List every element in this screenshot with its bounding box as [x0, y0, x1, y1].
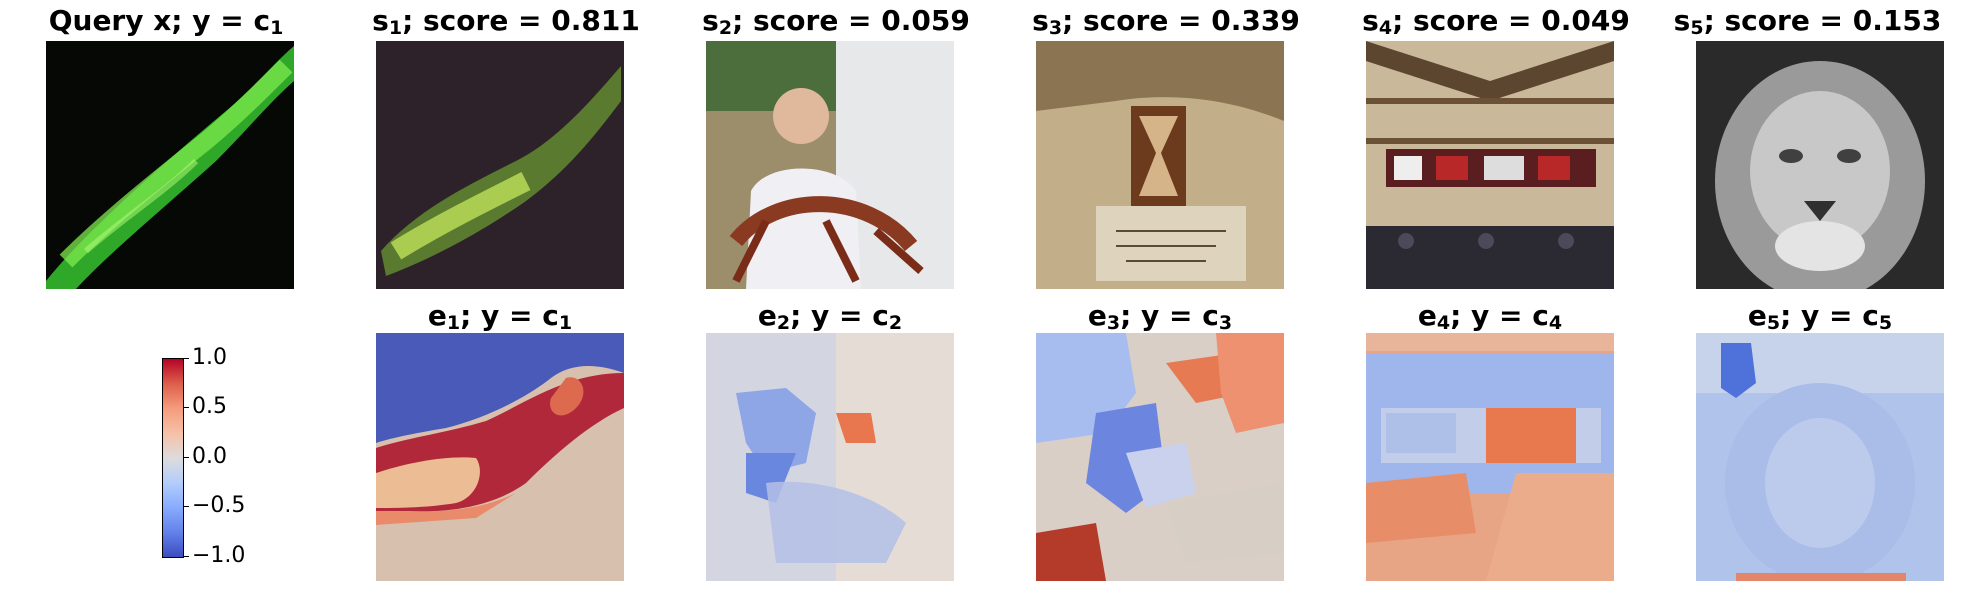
explanation-2-map — [706, 333, 954, 581]
explanation-5-title: e5; y = c5 — [1747, 299, 1893, 334]
explanation-4-title: e4; y = c4 — [1417, 299, 1563, 334]
query-image — [46, 41, 294, 289]
explanation-4-map — [1366, 333, 1614, 581]
colorbar-label: 0.0 — [192, 444, 227, 469]
colorbar-label: 1.0 — [192, 345, 227, 370]
query-title: Query x; y = c1 — [48, 4, 284, 39]
sample-1-image — [376, 41, 624, 289]
colorbar-label: 0.5 — [192, 394, 227, 419]
sample-3-image — [1036, 41, 1284, 289]
sample-4-image — [1366, 41, 1614, 289]
sample-5-image — [1696, 41, 1944, 289]
explanation-2-title: e2; y = c2 — [757, 299, 903, 334]
colorbar-tick — [183, 407, 189, 408]
colorbar-tick — [183, 457, 189, 458]
colorbar-label: −1.0 — [192, 543, 246, 568]
explanation-1-map — [376, 333, 624, 581]
sample-4-title: s4; score = 0.049 — [1362, 4, 1630, 39]
explanation-1-title: e1; y = c1 — [427, 299, 573, 334]
colorbar — [162, 358, 184, 558]
explanation-5-map — [1696, 333, 1944, 581]
colorbar-label: −0.5 — [192, 493, 246, 518]
sample-2-image — [706, 41, 954, 289]
colorbar-tick — [183, 358, 189, 359]
sample-2-title: s2; score = 0.059 — [702, 4, 970, 39]
explanation-3-title: e3; y = c3 — [1087, 299, 1233, 334]
explanation-3-map — [1036, 333, 1284, 581]
colorbar-tick — [183, 556, 189, 557]
sample-1-title: s1; score = 0.811 — [372, 4, 640, 39]
sample-3-title: s3; score = 0.339 — [1032, 4, 1300, 39]
colorbar-tick — [183, 506, 189, 507]
sample-5-title: s5; score = 0.153 — [1673, 4, 1942, 39]
